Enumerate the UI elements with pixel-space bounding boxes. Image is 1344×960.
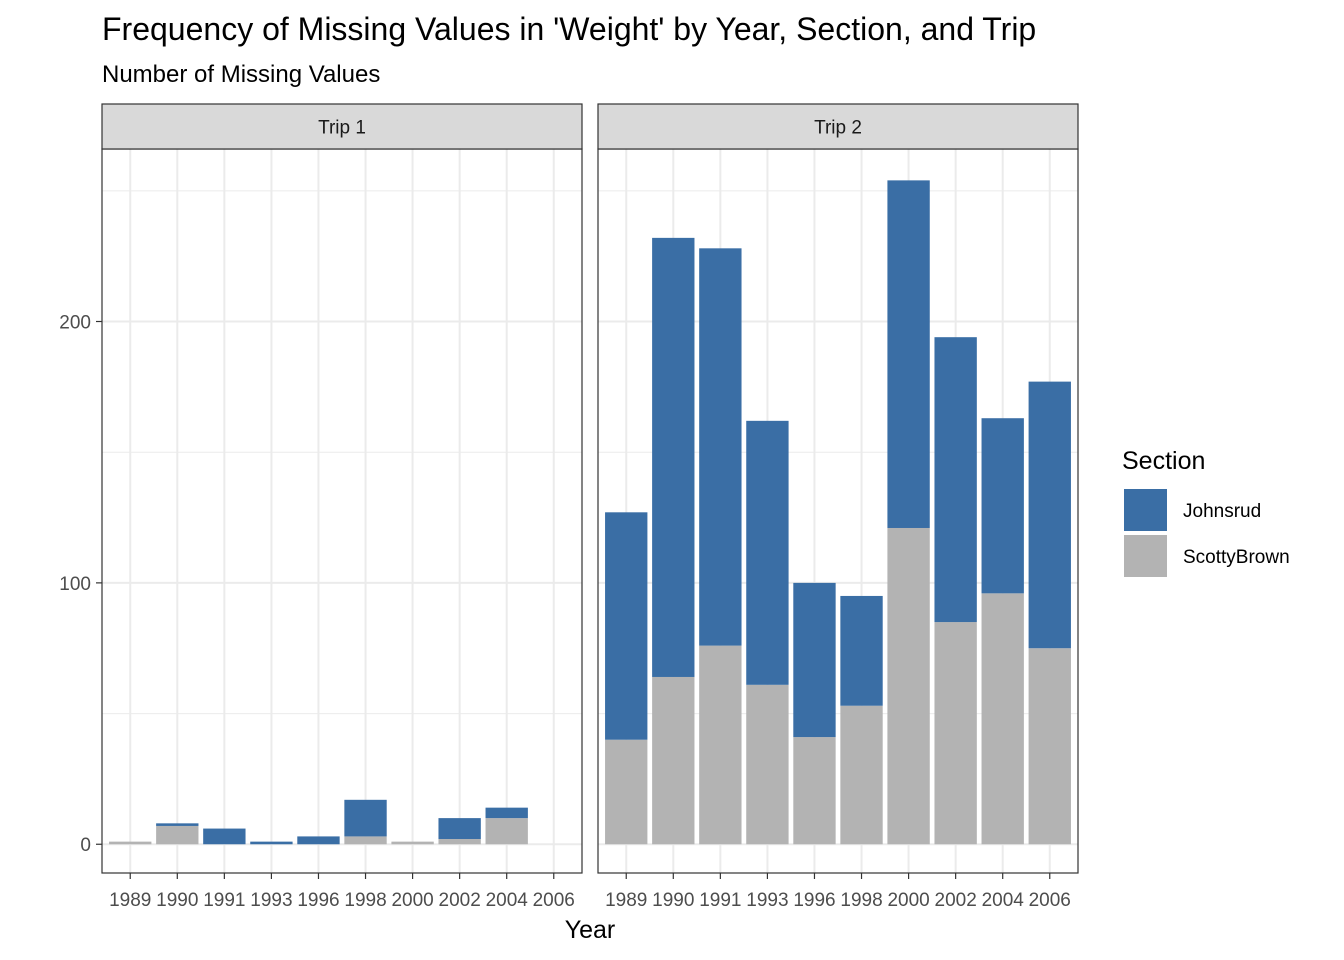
bar-scottybrown-2002 [438, 839, 481, 845]
bar-johnsrud-2006 [1028, 381, 1071, 649]
y-tick-label: 100 [59, 574, 91, 595]
panel-background [102, 149, 582, 873]
bar-johnsrud-1989 [605, 512, 648, 740]
legend-label-scottybrown: ScottyBrown [1183, 547, 1290, 568]
bar-scottybrown-1990 [652, 676, 695, 845]
bars [109, 799, 528, 845]
legend-title: Section [1122, 447, 1205, 475]
chart-title: Frequency of Missing Values in 'Weight' … [102, 11, 1036, 47]
bar-scottybrown-1996 [793, 737, 836, 845]
x-tick-label: 2002 [439, 890, 481, 911]
bar-johnsrud-2002 [438, 818, 481, 840]
bar-scottybrown-1990 [156, 825, 199, 845]
x-tick-label: 2000 [391, 890, 433, 911]
chart-subtitle: Number of Missing Values [102, 61, 380, 88]
y-tick-label: 0 [80, 835, 91, 856]
bar-scottybrown-2000 [887, 527, 930, 845]
x-tick-label: 2004 [486, 890, 529, 911]
x-tick-label: 1996 [297, 890, 339, 911]
bar-scottybrown-1989 [109, 841, 152, 845]
x-tick-label: 1991 [699, 890, 741, 911]
bar-johnsrud-1998 [344, 799, 387, 837]
bar-johnsrud-1993 [746, 420, 789, 685]
bar-johnsrud-1991 [699, 248, 742, 646]
bar-johnsrud-1996 [793, 582, 836, 738]
x-tick-label: 1990 [156, 890, 198, 911]
x-axis-title: Year [565, 916, 616, 944]
x-tick-label: 1990 [652, 890, 694, 911]
x-tick-label: 1993 [746, 890, 788, 911]
bar-scottybrown-2000 [391, 841, 434, 845]
x-tick-label: 1996 [793, 890, 835, 911]
bar-scottybrown-1993 [746, 684, 789, 845]
x-tick-label: 1998 [344, 890, 386, 911]
bar-scottybrown-2006 [1028, 648, 1071, 845]
x-tick-label: 1989 [605, 890, 647, 911]
legend-key-johnsrud [1124, 489, 1167, 531]
x-tick-label: 2002 [935, 890, 977, 911]
y-tick-label: 200 [59, 313, 91, 334]
facet-strip [597, 103, 1079, 150]
bar-scottybrown-2004 [485, 818, 528, 845]
bar-johnsrud-1990 [156, 823, 199, 826]
x-tick-label: 2006 [1029, 890, 1071, 911]
bar-johnsrud-1993 [250, 841, 293, 845]
bar-scottybrown-1998 [840, 705, 883, 845]
bars [605, 180, 1071, 845]
x-tick-label: 2004 [982, 890, 1025, 911]
bar-johnsrud-1990 [652, 237, 695, 677]
bar-scottybrown-1989 [605, 739, 648, 845]
x-tick-label: 1998 [840, 890, 882, 911]
x-tick-label: 1993 [250, 890, 292, 911]
legend-key-scottybrown [1124, 535, 1167, 577]
facet-strip-label: Trip 1 [318, 118, 366, 139]
x-tick-label: 2006 [533, 890, 575, 911]
bar-johnsrud-2004 [485, 807, 528, 819]
legend: Section Johnsrud ScottyBrown [1122, 447, 1290, 577]
bar-johnsrud-2004 [981, 418, 1024, 594]
bar-johnsrud-2002 [934, 337, 977, 623]
bar-scottybrown-2004 [981, 593, 1024, 845]
bar-scottybrown-2002 [934, 622, 977, 845]
bar-johnsrud-1998 [840, 595, 883, 706]
bar-johnsrud-1991 [203, 828, 246, 845]
facet-strip [101, 103, 583, 150]
x-tick-label: 2000 [887, 890, 929, 911]
x-tick-label: 1989 [109, 890, 151, 911]
facet-strip-label: Trip 2 [814, 118, 862, 139]
bar-johnsrud-2000 [887, 180, 930, 528]
gridlines [102, 149, 582, 873]
bar-scottybrown-1991 [699, 645, 742, 845]
bar-johnsrud-1996 [297, 836, 340, 845]
bar-scottybrown-1998 [344, 836, 387, 845]
x-tick-label: 1991 [203, 890, 245, 911]
legend-label-johnsrud: Johnsrud [1183, 501, 1261, 522]
